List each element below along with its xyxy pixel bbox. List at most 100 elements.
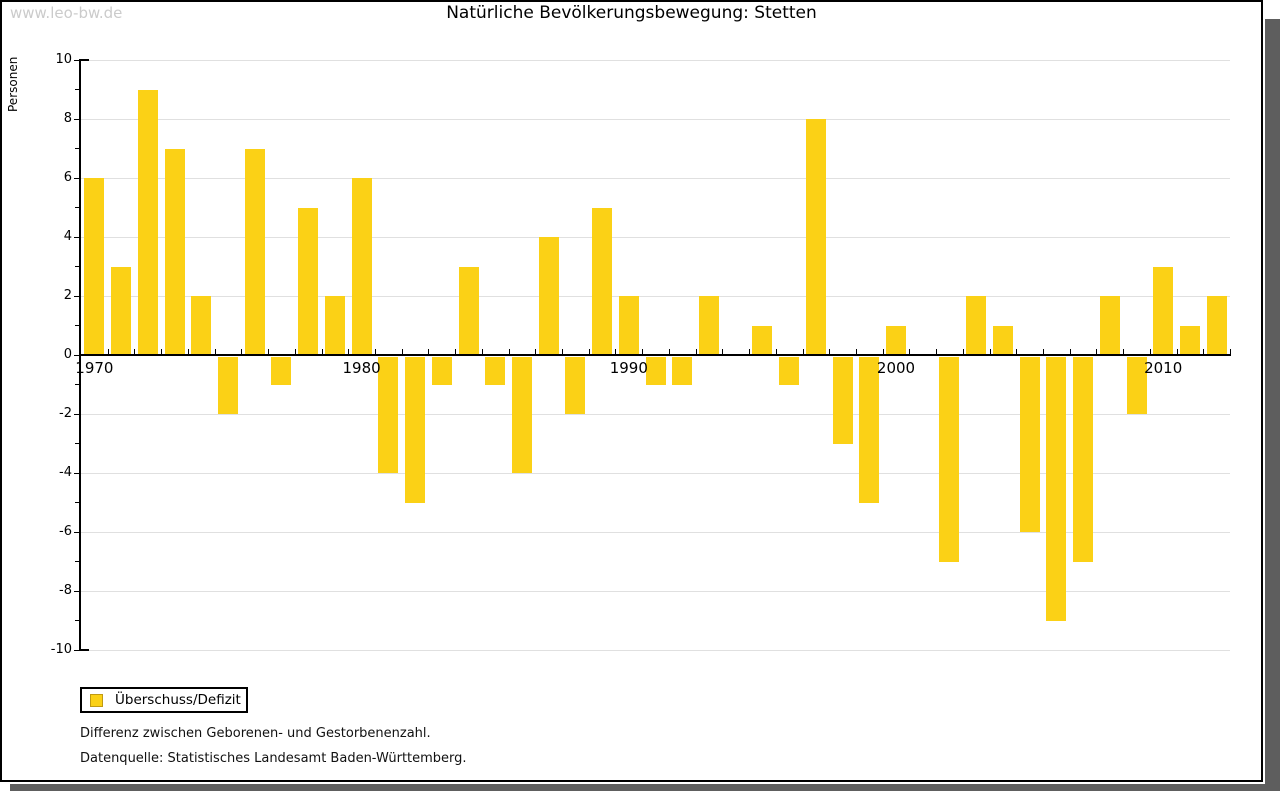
x-axis-tick — [668, 349, 670, 355]
x-axis-tick — [1069, 349, 1071, 355]
x-axis-tick — [722, 349, 724, 355]
x-axis-tick — [775, 349, 777, 355]
x-axis-tick — [1176, 349, 1178, 355]
bar — [218, 357, 238, 414]
bar — [1206, 296, 1227, 355]
y-axis-tick — [74, 118, 79, 120]
bar — [405, 357, 425, 503]
bar — [618, 296, 639, 355]
bar — [164, 148, 185, 355]
bar — [458, 266, 479, 355]
bar — [859, 357, 880, 503]
gridline — [81, 119, 1230, 120]
watermark: www.leo-bw.de — [10, 4, 123, 22]
x-axis-label: 1980 — [342, 359, 381, 377]
bar — [698, 296, 719, 355]
bar — [111, 266, 132, 355]
y-axis-tick — [75, 207, 79, 208]
gridline — [81, 473, 1230, 474]
y-axis-bottom-cap — [81, 649, 89, 651]
x-axis-tick — [829, 349, 831, 355]
x-axis — [79, 354, 1231, 356]
x-axis-tick — [615, 349, 617, 355]
x-axis-tick — [321, 349, 323, 355]
x-axis-tick — [1096, 349, 1098, 355]
y-axis-tick — [75, 266, 79, 267]
y-axis-tick — [74, 295, 79, 297]
bar — [324, 296, 345, 355]
footnote-source: Datenquelle: Statistisches Landesamt Bad… — [80, 751, 467, 766]
x-axis-tick — [1123, 349, 1125, 355]
bar — [672, 357, 693, 385]
bar — [84, 178, 105, 355]
bar — [992, 325, 1013, 355]
frame-shadow-right — [1265, 19, 1280, 791]
x-axis-tick — [909, 349, 911, 355]
gridline — [81, 60, 1230, 61]
bar — [244, 148, 265, 355]
x-axis-label: 1990 — [609, 359, 648, 377]
bar — [645, 357, 666, 385]
legend: Überschuss/Defizit — [80, 687, 248, 713]
x-axis-tick — [855, 349, 857, 355]
gridline — [81, 296, 1230, 297]
x-axis-tick — [187, 349, 189, 355]
gridline — [81, 414, 1230, 415]
x-axis-tick — [428, 349, 430, 355]
x-axis-tick — [802, 349, 804, 355]
y-axis-tick — [74, 531, 79, 533]
y-axis-label: -10 — [50, 642, 72, 657]
y-axis-tick — [74, 177, 79, 179]
y-axis-tick — [74, 472, 79, 474]
x-axis-tick — [348, 349, 350, 355]
x-axis-tick — [562, 349, 563, 355]
bar — [378, 357, 399, 473]
x-axis-tick — [1230, 349, 1231, 355]
gridline — [81, 237, 1230, 238]
bar — [565, 357, 586, 414]
x-axis-tick — [374, 349, 376, 355]
bar — [137, 89, 158, 355]
bar — [351, 178, 372, 355]
bar — [271, 357, 292, 385]
x-axis-tick — [401, 349, 403, 355]
x-axis-tick — [1043, 349, 1044, 355]
frame-shadow-bottom — [10, 784, 1280, 791]
y-axis-label: 6 — [63, 170, 72, 185]
x-axis-tick — [107, 349, 109, 355]
x-axis-tick — [1016, 349, 1018, 355]
bar — [485, 357, 506, 385]
bar — [1046, 357, 1067, 621]
x-axis-tick — [214, 349, 216, 355]
y-axis-label: 8 — [63, 111, 72, 126]
x-axis-tick — [268, 349, 269, 355]
bar — [1099, 296, 1120, 355]
x-axis-tick — [936, 349, 938, 355]
y-axis-tick — [74, 649, 79, 651]
bar — [1019, 357, 1040, 532]
y-axis-label: -4 — [59, 465, 72, 480]
bar — [511, 357, 532, 473]
y-axis-label: -2 — [59, 406, 72, 421]
x-axis-tick — [134, 349, 136, 355]
x-axis-tick — [588, 349, 590, 355]
x-axis-tick — [962, 349, 964, 355]
y-axis — [79, 59, 81, 651]
y-axis-tick — [74, 59, 79, 61]
y-axis-tick — [75, 89, 79, 90]
x-axis-label: 1970 — [75, 359, 114, 377]
y-axis-label: -6 — [59, 524, 72, 539]
y-axis-label: 2 — [63, 288, 72, 303]
bar — [1126, 357, 1147, 414]
x-axis-tick — [1203, 349, 1205, 355]
bar — [886, 325, 906, 355]
x-axis-tick — [294, 349, 296, 355]
y-axis-tick — [75, 561, 79, 562]
bar — [805, 119, 826, 355]
y-axis-label: 0 — [63, 347, 72, 362]
x-axis-tick — [241, 349, 243, 355]
x-axis-tick — [455, 349, 457, 355]
bar — [431, 357, 452, 385]
bar — [832, 357, 853, 444]
